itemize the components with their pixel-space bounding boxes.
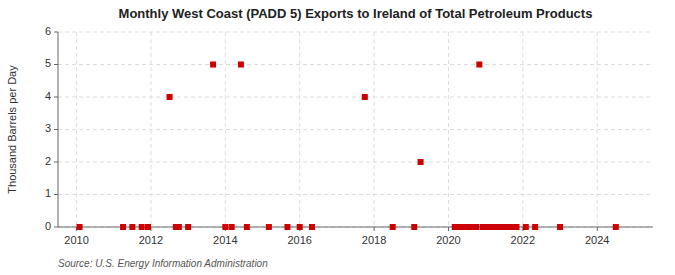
- grid-line-x: [374, 32, 375, 227]
- point: [120, 224, 126, 230]
- tick-y: [54, 227, 58, 228]
- point: [139, 224, 145, 230]
- point: [473, 224, 479, 230]
- tick-label-y: 2: [45, 155, 51, 167]
- point: [167, 94, 173, 100]
- chart: 0 1 2 3 4 5 6 2010 2012 2014 2016 2018 2020 2022 2024 M…: [0, 0, 675, 275]
- grid-line-x: [448, 32, 449, 227]
- grid-line-x: [225, 32, 226, 227]
- point: [229, 224, 235, 230]
- tick-x: [448, 227, 449, 231]
- point: [309, 224, 315, 230]
- grid-line-x: [299, 32, 300, 227]
- grid-line-y: [58, 194, 653, 195]
- tick-y: [54, 32, 58, 33]
- point: [418, 159, 424, 165]
- grid-line-x: [150, 32, 151, 227]
- title: Monthly West Coast (PADD 5) Exports to I…: [119, 6, 593, 21]
- point: [244, 224, 250, 230]
- point: [362, 94, 368, 100]
- tick-y: [54, 129, 58, 130]
- tick-y: [54, 162, 58, 163]
- tick-label-x: 2018: [362, 234, 386, 246]
- point: [77, 224, 83, 230]
- tick-y: [54, 194, 58, 195]
- grid-line-x: [522, 32, 523, 227]
- tick-label-x: 2022: [511, 234, 535, 246]
- point: [411, 224, 417, 230]
- grid-line-x: [597, 32, 598, 227]
- grid-line-y: [58, 162, 653, 163]
- tick-y: [54, 64, 58, 65]
- point: [613, 224, 619, 230]
- grid-line-y: [58, 97, 653, 98]
- tick-y: [54, 97, 58, 98]
- tick-label-x: 2012: [139, 234, 163, 246]
- tick-label-y: 3: [45, 122, 51, 134]
- tick-label-y: 6: [45, 25, 51, 37]
- grid-line-y: [58, 32, 653, 33]
- point: [514, 224, 520, 230]
- tick-label-x: 2010: [64, 234, 88, 246]
- point: [222, 224, 228, 230]
- tick-label-x: 2016: [287, 234, 311, 246]
- y-axis-label: Thousand Barrels per Day: [6, 65, 18, 194]
- tick-x: [597, 227, 598, 231]
- tick-label-y: 0: [45, 220, 51, 232]
- point: [532, 224, 538, 230]
- point: [210, 62, 216, 68]
- point: [297, 224, 303, 230]
- point: [185, 224, 191, 230]
- point: [145, 224, 151, 230]
- source: Source: U.S. Energy Information Administ…: [58, 258, 268, 269]
- tick-label-x: 2024: [585, 234, 609, 246]
- point: [557, 224, 563, 230]
- tick-label-y: 5: [45, 57, 51, 69]
- points: [77, 62, 619, 231]
- tick-label-x: 2014: [213, 234, 237, 246]
- tick-x: [374, 227, 375, 231]
- grid: [58, 32, 653, 227]
- point: [476, 62, 482, 68]
- point: [523, 224, 529, 230]
- point: [266, 224, 272, 230]
- grid-line-y: [58, 64, 653, 65]
- axes: 0 1 2 3 4 5 6 2010 2012 2014 2016 2018 2020 2022 2024: [45, 25, 653, 246]
- point: [390, 224, 396, 230]
- tick-label-x: 2020: [436, 234, 460, 246]
- axis-y: [58, 32, 59, 227]
- point: [176, 224, 182, 230]
- point: [284, 224, 290, 230]
- tick-label-y: 1: [45, 187, 51, 199]
- grid-line-x: [76, 32, 77, 227]
- grid-line-y: [58, 129, 653, 130]
- tick-label-y: 4: [45, 90, 51, 102]
- point: [238, 62, 244, 68]
- point: [129, 224, 135, 230]
